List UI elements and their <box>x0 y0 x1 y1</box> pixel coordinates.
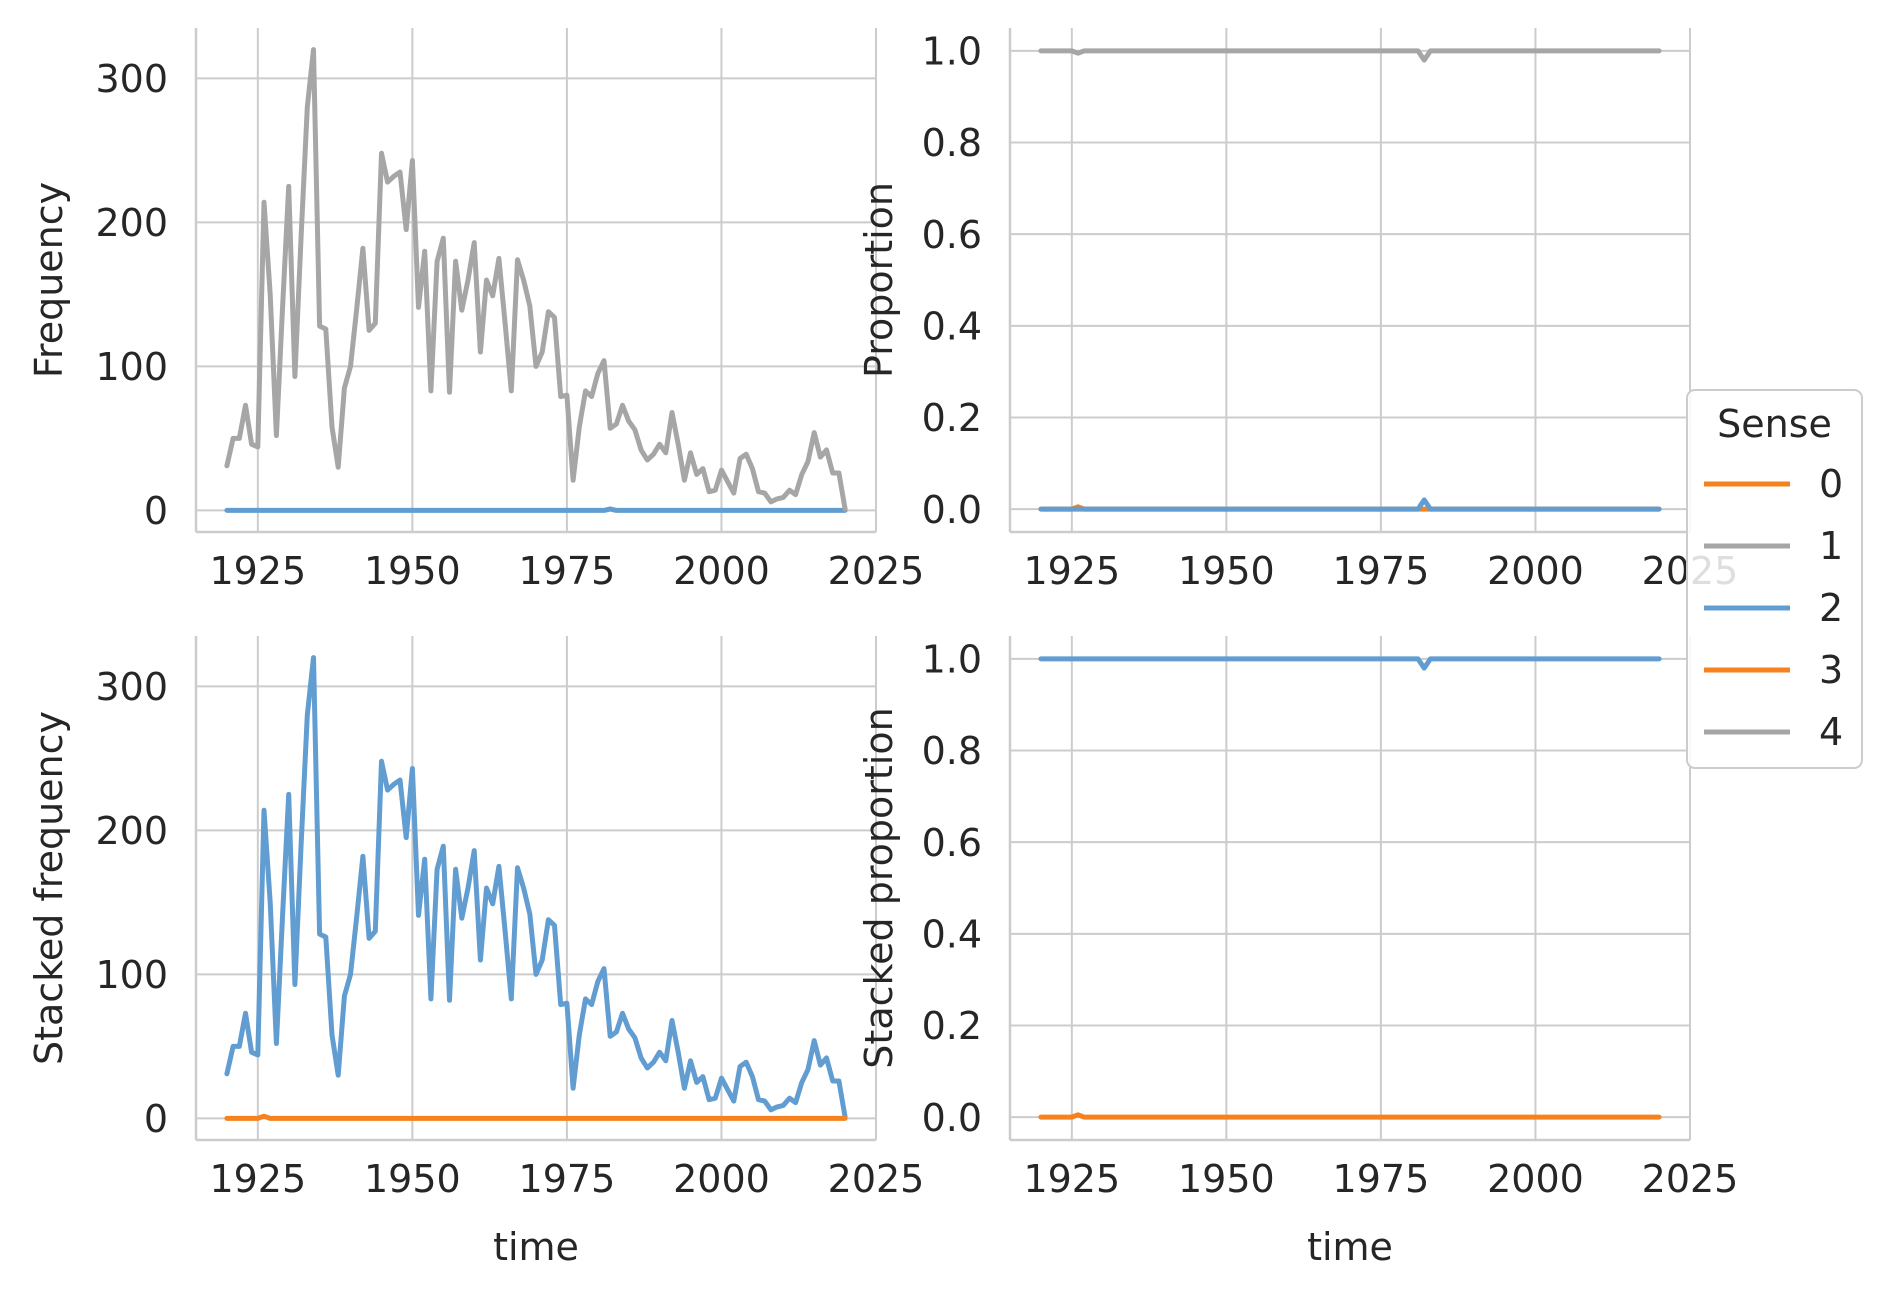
y-tick-label: 0.2 <box>922 1004 982 1048</box>
x-tick-label: 2000 <box>673 549 770 593</box>
x-tick-label: 1975 <box>1333 549 1430 593</box>
subplots: 1925 1950 1975 2000 20250100200300Frequency1… <box>27 28 1738 1269</box>
legend-title: Sense <box>1717 402 1832 446</box>
y-axis-label: Frequency <box>27 182 71 378</box>
series-line-sense-2 <box>224 655 848 1120</box>
series-line-sense-2 <box>1038 656 1662 671</box>
subplot-1: 1925 1950 1975 2000 2025 0 100 200 300 Frequency <box>27 28 924 593</box>
x-tick-label: 2025 <box>1642 1157 1739 1201</box>
y-tick-label: 0 <box>144 1097 168 1141</box>
y-tick-label: 100 <box>95 953 168 997</box>
y-tick-label: 300 <box>95 57 168 101</box>
x-tick-label: 1950 <box>364 549 461 593</box>
x-tick-label: 1925 <box>209 549 306 593</box>
y-tick-label: 1.0 <box>922 30 982 74</box>
subplot-4: 1925 1950 1975 2000 2025 0.0 0.2 0.4 0.6 0.8 1.0 St… <box>857 636 1738 1269</box>
y-axis-label: Stacked proportion <box>857 707 901 1068</box>
series-line-sense-0 <box>224 1113 848 1121</box>
x-tick-label: 1950 <box>364 1157 461 1201</box>
y-tick-label: 100 <box>95 345 168 389</box>
x-tick-label: 1950 <box>1178 549 1275 593</box>
y-tick-label: 0.8 <box>922 121 982 165</box>
x-tick-label: 2025 <box>828 549 925 593</box>
series-line-sense-1 <box>224 47 848 512</box>
legend-label-sense-4: 4 <box>1819 710 1843 754</box>
series-line-sense-1 <box>1038 48 1662 63</box>
y-tick-label: 0.4 <box>922 304 982 348</box>
y-tick-label: 0.6 <box>922 213 982 257</box>
y-tick-label: 0.0 <box>922 488 982 532</box>
y-axis-label: Stacked frequency <box>27 711 71 1065</box>
x-tick-label: 2000 <box>1487 549 1584 593</box>
x-tick-label: 2000 <box>1487 1157 1584 1201</box>
x-tick-label: 1925 <box>1023 1157 1120 1201</box>
x-tick-label: 1975 <box>519 1157 616 1201</box>
y-tick-label: 0 <box>144 489 168 533</box>
y-tick-label: 300 <box>95 665 168 709</box>
y-tick-label: 200 <box>95 201 168 245</box>
x-tick-label: 2025 <box>828 1157 925 1201</box>
x-tick-label: 1950 <box>1178 1157 1275 1201</box>
x-tick-label: 1925 <box>209 1157 306 1201</box>
x-tick-label: 1975 <box>1333 1157 1430 1201</box>
legend-label-sense-0: 0 <box>1819 462 1843 506</box>
y-axis-label: Proportion <box>857 182 901 378</box>
y-tick-label: 0.8 <box>922 729 982 773</box>
y-tick-label: 0.4 <box>922 912 982 956</box>
legend-label-sense-2: 2 <box>1819 586 1843 630</box>
x-axis-label: time <box>1307 1225 1393 1269</box>
x-tick-label: 1925 <box>1023 549 1120 593</box>
series-line-sense-2 <box>1038 497 1662 512</box>
series-line-sense-2 <box>224 506 848 513</box>
y-tick-label: 0.2 <box>922 396 982 440</box>
legend: Sense 0 1 2 3 4 <box>1686 389 1863 769</box>
x-axis-label: time <box>493 1225 579 1269</box>
series-line-sense-0 <box>1038 1112 1662 1120</box>
y-tick-label: 1.0 <box>922 638 982 682</box>
x-tick-label: 1975 <box>519 549 616 593</box>
y-tick-label: 0.6 <box>922 821 982 865</box>
y-tick-label: 200 <box>95 809 168 853</box>
y-tick-label: 0.0 <box>922 1096 982 1140</box>
legend-label-sense-3: 3 <box>1819 648 1843 692</box>
legend-label-sense-1: 1 <box>1819 524 1843 568</box>
subplot-3: 1925 1950 1975 2000 2025 0 100 200 300 Stacked fr… <box>27 636 924 1269</box>
x-tick-label: 2000 <box>673 1157 770 1201</box>
